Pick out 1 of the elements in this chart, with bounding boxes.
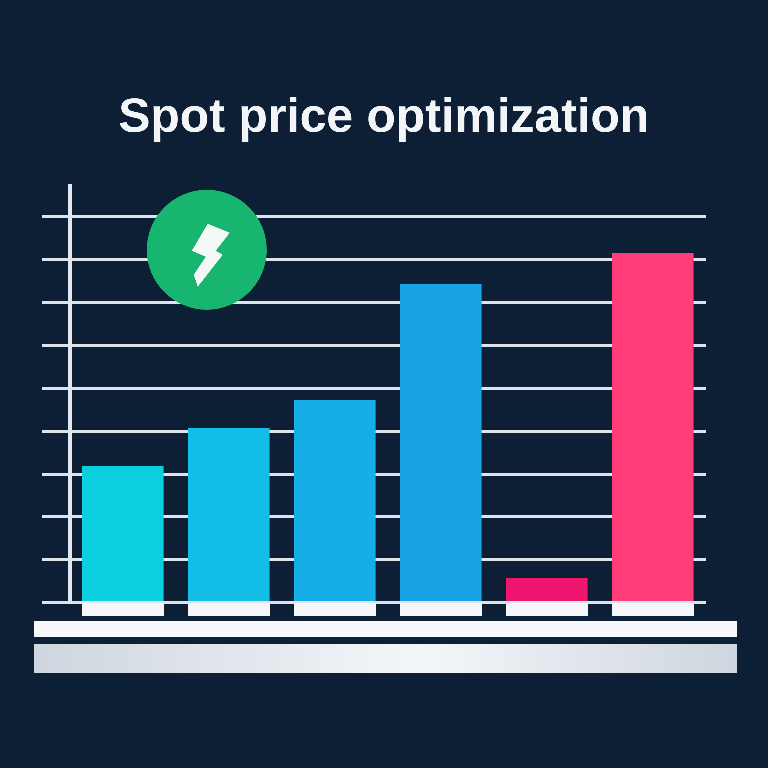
chart-title: Spot price optimization (118, 89, 650, 145)
